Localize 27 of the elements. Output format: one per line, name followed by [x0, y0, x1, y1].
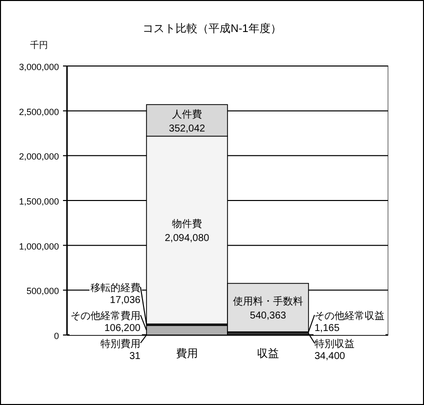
y-tick-label: 1,500,000	[18, 196, 59, 206]
data-label: 31	[129, 351, 141, 362]
data-label: 540,363	[250, 310, 287, 322]
y-tick-label: 2,500,000	[18, 106, 59, 117]
y-tick-label: 1,000,000	[18, 241, 59, 252]
y-axis-title: 千円	[30, 40, 48, 50]
x-tick-label: 費用	[176, 347, 198, 360]
data-label: 1,165	[314, 323, 340, 334]
series-label: その他経常収益	[314, 310, 384, 322]
y-tick-label: 500,000	[26, 286, 59, 296]
text: 移転的経費	[90, 282, 140, 294]
legend-label: その他経常費用	[70, 310, 140, 322]
series-label: 人件費	[172, 108, 202, 120]
y-tick-label: 2,000,000	[18, 152, 59, 162]
y-tick-label: 3,000,000	[18, 62, 59, 72]
x-tick-label: 収益	[257, 347, 279, 360]
data-label: 106,200	[104, 323, 141, 334]
data-label: 34,400	[314, 351, 346, 362]
data-label: 17,036	[110, 295, 141, 306]
series-label: 特別収益	[314, 338, 354, 350]
data-label: 352,042	[168, 123, 206, 134]
series-label: 特別費用	[100, 338, 140, 350]
chart-title: コスト比較（平成N-1年度）	[142, 22, 282, 35]
series-label: 使用料・手数料	[233, 296, 303, 308]
series-label: 物件費	[172, 218, 202, 230]
y-tick-label: 0	[54, 331, 59, 341]
data-label: 2,094,080	[164, 233, 210, 244]
